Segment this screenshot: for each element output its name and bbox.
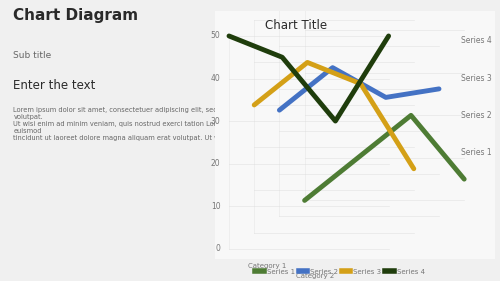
- Text: 10: 10: [211, 201, 220, 210]
- Text: 30: 30: [211, 117, 220, 126]
- Text: Chart Title: Chart Title: [266, 19, 328, 32]
- Text: Lorem ipsum dolor sit amet, consectetuer adipiscing elit, sed diam nonummy nibh : Lorem ipsum dolor sit amet, consectetuer…: [14, 107, 482, 141]
- Text: 0: 0: [216, 244, 220, 253]
- Text: Series 3: Series 3: [462, 74, 492, 83]
- Text: Chart Diagram: Chart Diagram: [14, 8, 138, 23]
- Text: Series 1: Series 1: [462, 148, 492, 157]
- Legend: Series 1, Series 2, Series 3, Series 4: Series 1, Series 2, Series 3, Series 4: [252, 266, 428, 278]
- Text: Series 2: Series 2: [462, 111, 492, 120]
- Text: 40: 40: [211, 74, 220, 83]
- Text: 20: 20: [211, 159, 220, 168]
- Text: 50: 50: [211, 31, 220, 40]
- Text: Sub title: Sub title: [14, 51, 52, 60]
- Text: Enter the text: Enter the text: [14, 79, 96, 92]
- Text: Category 2: Category 2: [296, 273, 334, 279]
- Text: Series 4: Series 4: [462, 37, 492, 46]
- Text: Category 1: Category 1: [248, 264, 286, 269]
